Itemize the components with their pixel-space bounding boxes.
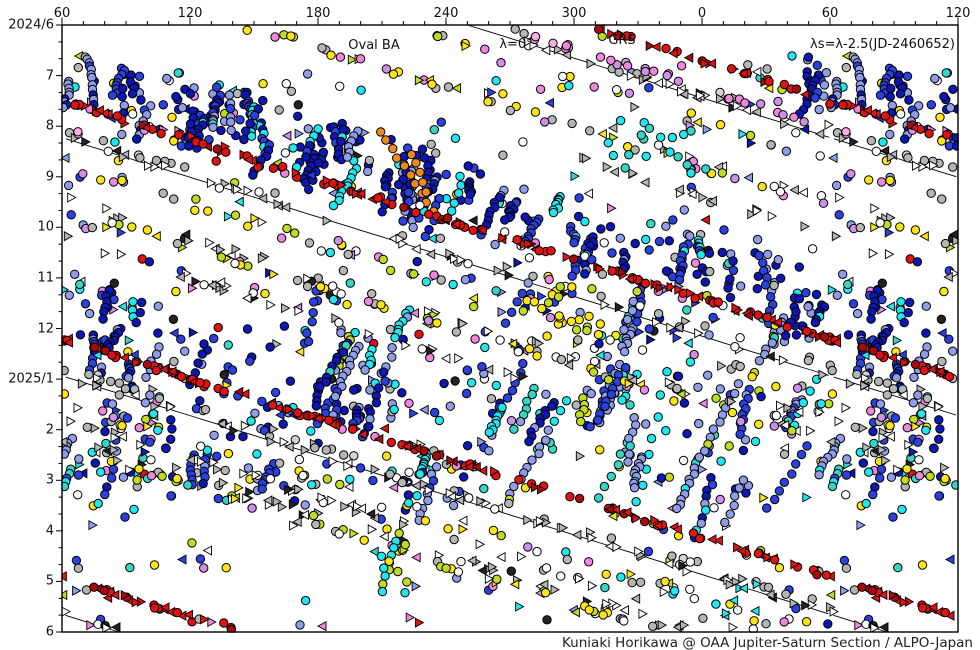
x-axis-tick-label: 60 [53, 6, 71, 21]
y-axis-tick-label: 7 [45, 68, 54, 84]
y-axis-tick-label: 4 [45, 523, 54, 539]
y-axis-tick-label: 8 [45, 118, 54, 134]
y-axis-tick-label: 6 [45, 624, 54, 640]
oval-ba-label: Oval BA [348, 38, 400, 53]
x-axis-tick-label: 300 [561, 6, 587, 21]
y-axis-tick-label: 9 [45, 169, 54, 185]
formula-label: λs=λ-2.5(JD-2460652) [810, 37, 955, 52]
x-axis-tick-label: 0 [697, 6, 707, 21]
y-axis-tick-label: 2 [45, 422, 54, 438]
x-axis-tick-label: 180 [305, 6, 331, 21]
y-axis-tick-label: 2024/6 [8, 17, 54, 33]
x-axis-tick-label: 120 [177, 6, 203, 21]
y-axis-tick-label: 2025/1 [8, 371, 54, 387]
y-axis-tick-label: 3 [45, 472, 54, 488]
credit-text: Kuniaki Horikawa @ OAA Jupiter-Saturn Se… [562, 635, 973, 650]
grs-label: GRS [608, 33, 636, 48]
y-axis-tick-label: 10 [37, 219, 54, 235]
x-axis-tick-label: 240 [433, 6, 459, 21]
x-axis-tick-label: 60 [821, 6, 839, 21]
y-axis-tick-label: 11 [37, 270, 54, 286]
y-axis-tick-label: 12 [37, 321, 54, 336]
y-axis-tick-label: 5 [45, 573, 54, 589]
x-axis-tick-label: 120 [945, 6, 971, 21]
lambda0-label: λ=0° [499, 37, 533, 52]
